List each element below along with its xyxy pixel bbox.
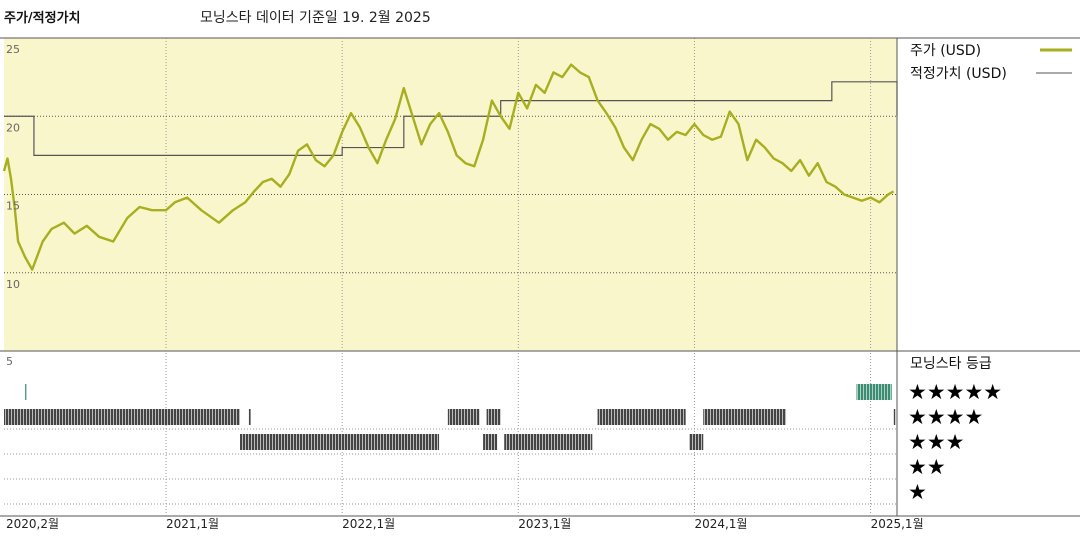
rating-4-star-bar-6	[893, 409, 896, 425]
rating-legend-2-stars: ★★	[908, 455, 946, 479]
legend-price-label: 주가 (USD)	[910, 43, 981, 59]
price-line	[2, 63, 895, 271]
rating-legend-4-stars: ★★★★	[908, 405, 983, 429]
rating-bars	[4, 384, 896, 450]
chart-title: 주가/적정가치	[4, 10, 81, 26]
grid	[4, 37, 897, 516]
rating-3-star-bar-3	[689, 434, 704, 450]
x-axis-ticks: 2020,2월 2021,1월 2022,1월 2023,1월 2024,1월 2025,…	[6, 517, 924, 531]
rating-legend: 모닝스타 등급 ★★★★★ ★★★★ ★★★ ★★ ★	[908, 356, 1002, 504]
rating-3-star-bar-1	[483, 434, 498, 450]
y-tick-20: 20	[6, 121, 20, 134]
rating-4-star-bar-3	[486, 409, 501, 425]
x-tick-2: 2022,1월	[342, 517, 395, 531]
rating-legend-1-star: ★	[908, 480, 927, 504]
x-tick-4: 2024,1월	[694, 517, 747, 531]
price-series	[2, 63, 895, 271]
rating-4-star-bar-5	[703, 409, 787, 425]
chart-subtitle: 모닝스타 데이터 기준일 19. 2월 2025	[200, 10, 431, 26]
y-tick-5: 5	[6, 355, 13, 368]
fair-value-series	[4, 81, 898, 156]
rating-4-star-bar-1	[248, 409, 251, 425]
legend-fair-value-label: 적정가치 (USD)	[910, 66, 1007, 82]
legend: 주가 (USD) 적정가치 (USD)	[910, 43, 1072, 82]
fair-value-line	[4, 81, 898, 156]
x-tick-1: 2021,1월	[166, 517, 219, 531]
x-tick-5: 2025,1월	[871, 517, 924, 531]
rating-4-star-bar-0	[4, 409, 241, 425]
rating-5-star-bar-1	[856, 384, 892, 400]
rating-legend-3-stars: ★★★	[908, 430, 964, 454]
y-axis-ticks: 25 20 15 10 5	[6, 43, 20, 368]
y-tick-10: 10	[6, 278, 20, 291]
rating-4-star-bar-2	[447, 409, 480, 425]
y-tick-25: 25	[6, 43, 20, 56]
x-tick-3: 2023,1월	[518, 517, 571, 531]
rating-4-star-bar-4	[597, 409, 686, 425]
rating-3-star-bar-0	[240, 434, 440, 450]
y-tick-15: 15	[6, 200, 20, 213]
x-tick-0: 2020,2월	[6, 517, 59, 531]
rating-legend-title: 모닝스타 등급	[910, 356, 992, 372]
rating-legend-5-stars: ★★★★★	[908, 380, 1002, 404]
rating-3-star-bar-2	[504, 434, 593, 450]
rating-5-star-bar-0	[25, 384, 27, 400]
